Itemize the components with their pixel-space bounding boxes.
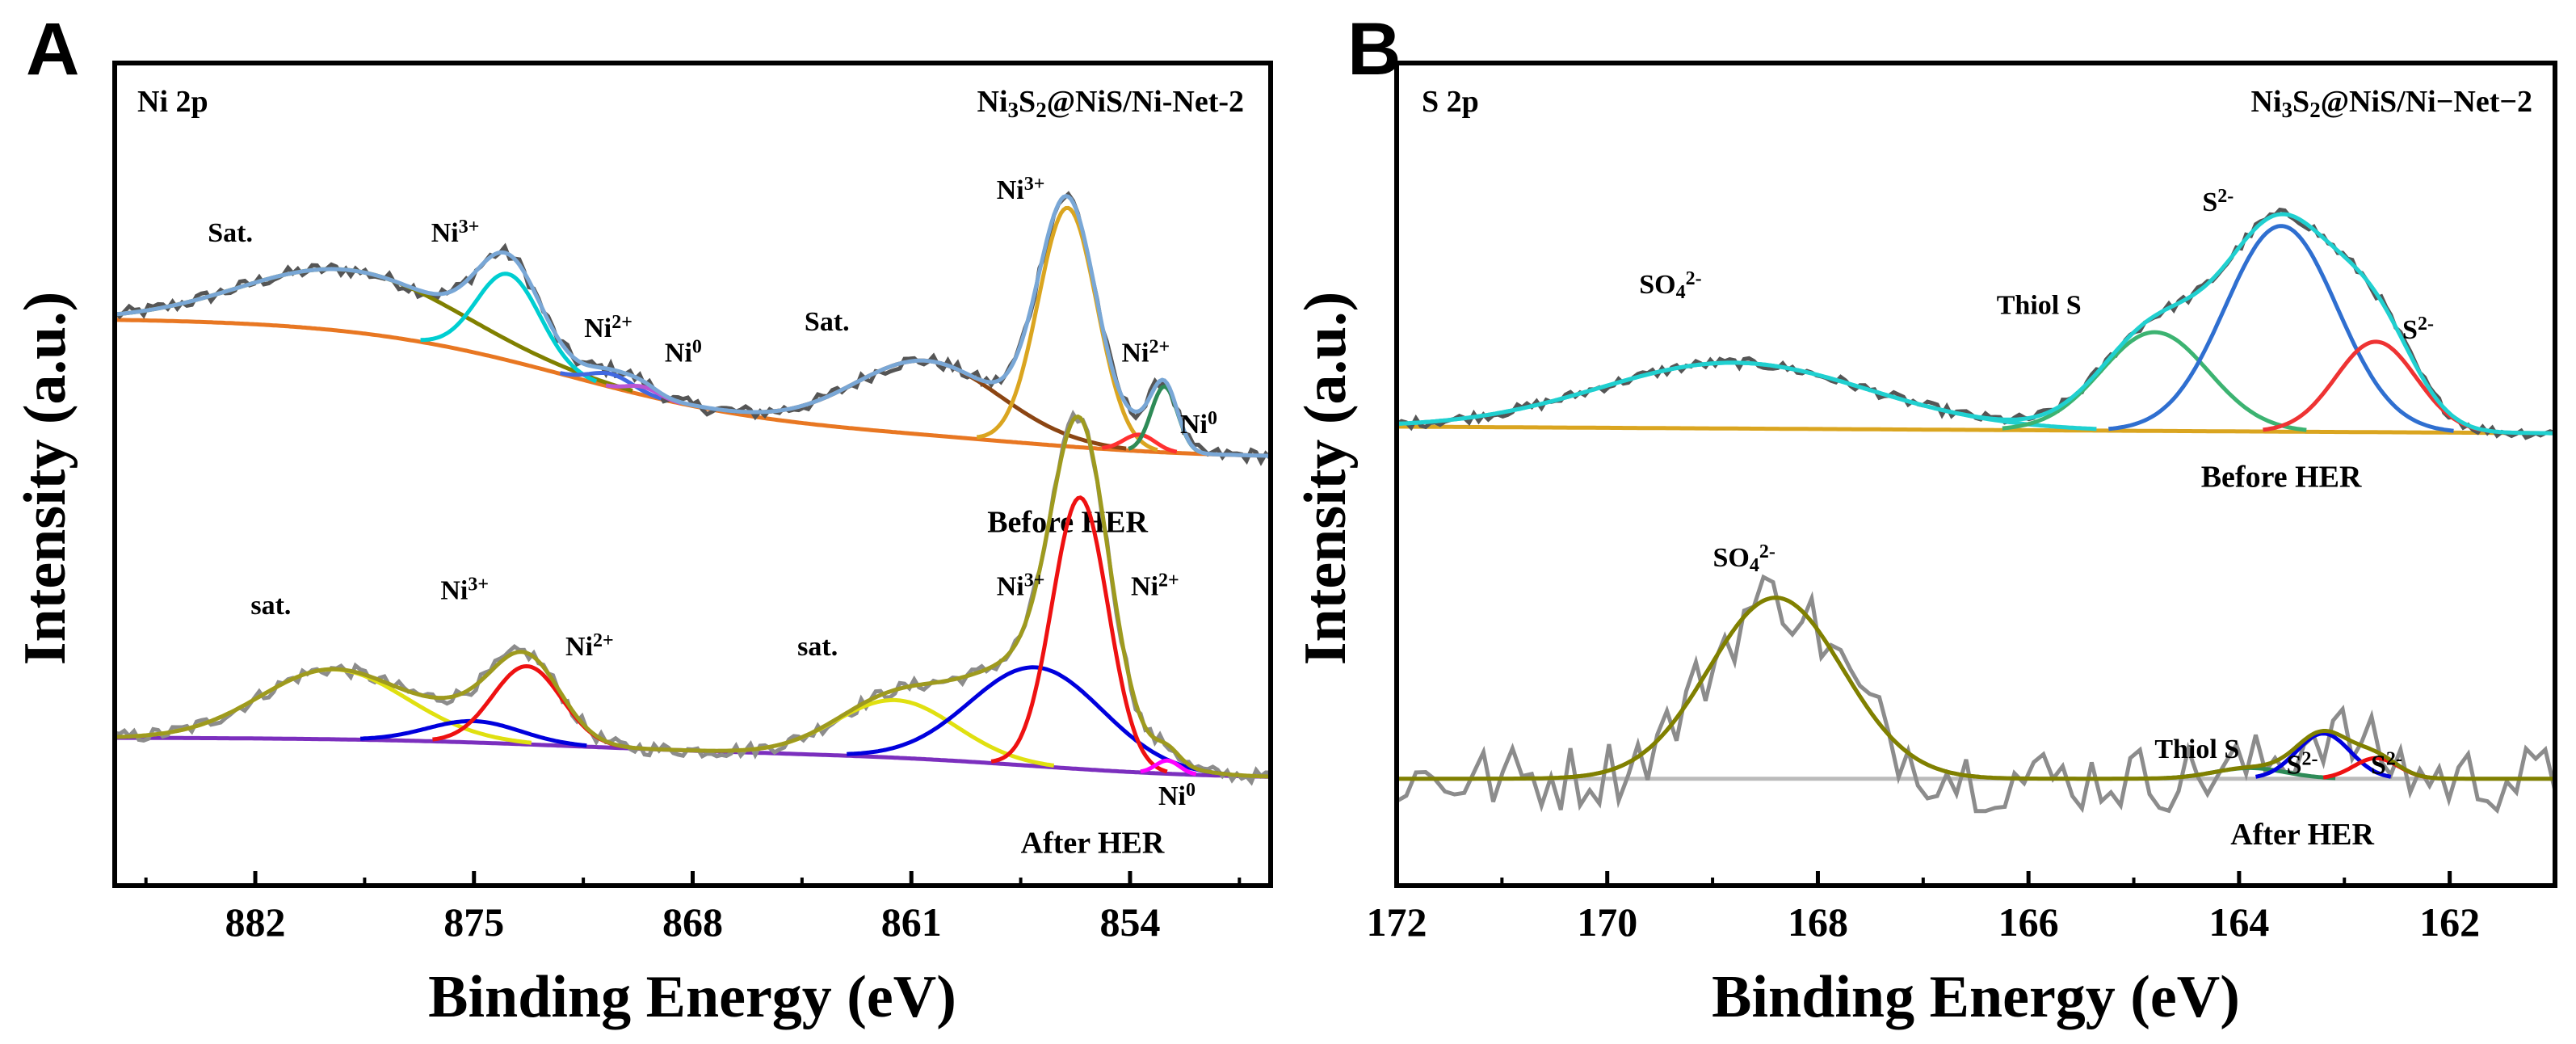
- peak-annotation: SO42-: [1713, 541, 1775, 576]
- peak-annotation: sat.: [797, 632, 838, 662]
- panel-b-plot-area: SO42- Thiol S S2- S2- Before HER SO42- Thiol S…: [1399, 186, 2553, 852]
- panel-b-x-axis: 172 170 168 166 164 162: [1367, 871, 2557, 945]
- panel-b-y-axis-title: Intensity (a.u.): [1292, 292, 1359, 666]
- peak-component: [1140, 758, 1197, 777]
- x-tick-label: 882: [225, 899, 286, 945]
- background-line: [1399, 424, 2553, 436]
- peak-annotation: S2-: [2371, 749, 2402, 781]
- peak-annotation: sat.: [250, 591, 291, 621]
- panel-b-sample-label: Ni3S2@NiS/Ni−Net−2: [2251, 85, 2532, 122]
- panel-a-sample-label: Ni3S2@NiS/Ni-Net-2: [977, 85, 1244, 122]
- x-tick-label: 868: [662, 899, 723, 945]
- peak-annotation: Thiol S: [2154, 735, 2239, 764]
- x-tick-label: 170: [1577, 899, 1637, 945]
- panel-b-frame: [1394, 61, 2557, 888]
- x-tick-label: 168: [1788, 899, 1848, 945]
- peak-annotation: Sat.: [805, 307, 850, 337]
- peak-component: [560, 371, 662, 401]
- envelope-fit: [117, 193, 1268, 458]
- state-after-her: sat. Ni3+ Ni2+ sat. Ni3+ Ni2+ Ni0 After HER: [117, 409, 1268, 860]
- peak-component: [1101, 432, 1178, 454]
- envelope-fit: [1399, 596, 2553, 781]
- peak-annotation: Ni2+: [1131, 570, 1179, 602]
- peak-annotation: Ni3+: [431, 217, 480, 248]
- x-tick-label: 172: [1367, 899, 1427, 945]
- state-label: After HER: [1021, 826, 1165, 860]
- peak-annotation: Ni0: [1158, 780, 1196, 811]
- peak-annotation: S2-: [2202, 186, 2234, 217]
- raw-spectrum: [1399, 574, 2553, 815]
- peak-component: [2255, 731, 2392, 779]
- panel-b: B SO42- Thiol S S2- S2- Before HER SO42- Thiol…: [1292, 8, 2557, 1030]
- peak-annotation: S2-: [2402, 314, 2434, 345]
- x-tick-label: 162: [2419, 899, 2480, 945]
- peak-annotation: Ni2+: [1121, 337, 1170, 368]
- peak-annotation: Sat.: [208, 218, 253, 248]
- peak-annotation: Ni0: [665, 337, 702, 368]
- x-tick-label: 875: [443, 899, 504, 945]
- panel-b-letter: B: [1347, 8, 1401, 91]
- panel-b-element-label: S 2p: [1422, 85, 1479, 119]
- x-tick-label: 854: [1099, 899, 1160, 945]
- peak-component: [847, 665, 1225, 777]
- peak-component: [2002, 330, 2307, 432]
- peak-annotation: Ni3+: [997, 570, 1045, 602]
- peak-component: [990, 495, 1168, 774]
- state-label: After HER: [2230, 818, 2374, 852]
- x-tick-label: 164: [2208, 899, 2269, 945]
- panel-b-x-axis-title: Binding Energy (eV): [1712, 964, 2240, 1030]
- peak-annotation: Ni0: [1180, 408, 1217, 440]
- panel-a-x-axis: 882 875 868 861 854: [144, 871, 1242, 945]
- panel-a-element-label: Ni 2p: [137, 85, 208, 119]
- envelope-fit: [1399, 212, 2553, 436]
- envelope-fit: [117, 414, 1268, 779]
- peak-component: [2108, 224, 2454, 433]
- x-tick-label: 166: [1998, 899, 2059, 945]
- state-after-her: SO42- Thiol S S2- S2- After HER: [1399, 541, 2553, 852]
- peak-annotation: Ni2+: [584, 312, 632, 343]
- peak-annotation: SO42-: [1639, 268, 1701, 303]
- x-tick-label: 861: [881, 899, 942, 945]
- peak-annotation: S2-: [2287, 749, 2318, 781]
- peak-annotation: Ni2+: [565, 630, 614, 662]
- panel-a-y-axis-title: Intensity (a.u.): [12, 292, 78, 666]
- state-label: Before HER: [2201, 460, 2362, 494]
- peak-annotation: Ni3+: [997, 174, 1045, 205]
- panel-a-x-axis-title: Binding Energy (eV): [428, 964, 956, 1030]
- state-before-her: SO42- Thiol S S2- S2- Before HER: [1399, 186, 2553, 494]
- peak-component: [976, 205, 1158, 453]
- peak-component: [420, 272, 598, 384]
- peak-annotation: Thiol S: [1997, 291, 2082, 321]
- peak-annotation: Ni3+: [440, 575, 489, 606]
- panel-a-letter: A: [26, 8, 79, 91]
